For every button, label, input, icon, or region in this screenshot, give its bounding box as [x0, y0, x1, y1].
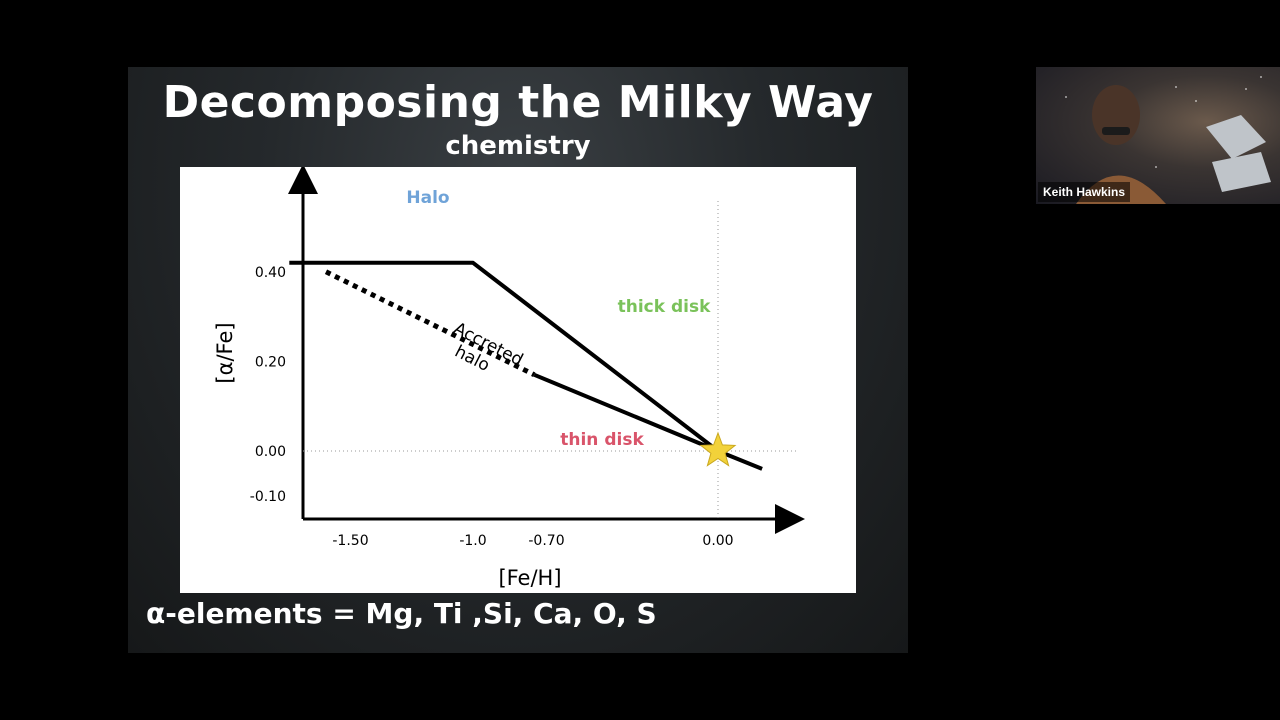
- alpha-elements-note: α-elements = Mg, Ti ,Si, Ca, O, S: [146, 597, 657, 630]
- accreted-halo-line: [324, 269, 536, 378]
- chart-panel: -1.50 -1.0 -0.70 0.00 0.40 0.20 0.00 -0.10 Halo…: [180, 164, 856, 593]
- y-tick-label: 0.20: [255, 354, 286, 370]
- y-tick-label: -0.10: [250, 489, 286, 505]
- thin-disk-line: [533, 372, 719, 453]
- x-tick-label: -1.0: [459, 533, 486, 549]
- halo-thick-disk-line: [289, 260, 763, 471]
- x-tick-label: -1.50: [332, 533, 368, 549]
- y-axis-label: [α/Fe]: [213, 322, 237, 383]
- x-tick-label: -0.70: [528, 533, 564, 549]
- participant-name-label: Keith Hawkins: [1038, 182, 1131, 202]
- participant-video-tile[interactable]: Keith Hawkins: [1036, 67, 1280, 204]
- x-tick-label: 0.00: [702, 533, 733, 549]
- y-tick-label: 0.00: [255, 444, 286, 460]
- presentation-slide: Decomposing the Milky Way chemistry -1.5…: [128, 67, 908, 653]
- sun-star-icon: [699, 431, 737, 467]
- thin-disk-label: thin disk: [560, 430, 644, 450]
- thick-disk-label: thick disk: [618, 297, 711, 317]
- halo-label: Halo: [406, 188, 449, 208]
- slide-title: Decomposing the Milky Way: [162, 77, 874, 128]
- y-tick-label: 0.40: [255, 265, 286, 281]
- x-axis-label: [Fe/H]: [498, 566, 561, 590]
- alpha-fe-chart: -1.50 -1.0 -0.70 0.00 0.40 0.20 0.00 -0.10 Halo…: [213, 164, 805, 590]
- slide-subtitle: chemistry: [445, 131, 591, 161]
